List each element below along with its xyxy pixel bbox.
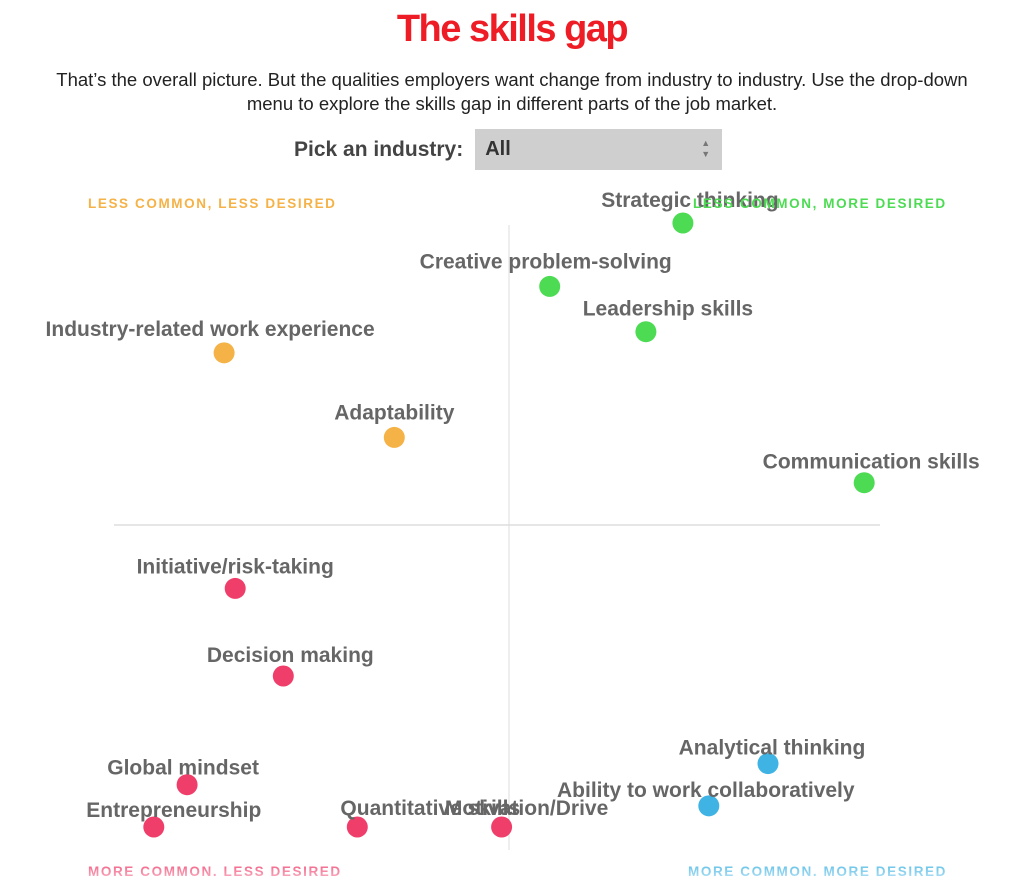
point-analytical-thinking[interactable] — [757, 753, 779, 775]
quadrant-label-top-left: LESS COMMON, LESS DESIRED — [88, 196, 337, 211]
point-label-entrepreneurship: Entrepreneurship — [86, 799, 261, 822]
select-updown-icon: ▲ ▼ — [701, 138, 711, 159]
quadrant-label-bottom-left: MORE COMMON. LESS DESIRED — [88, 864, 342, 879]
point-label-creative-problem-solving: Creative problem-solving — [420, 250, 672, 273]
point-ability-to-work-collaboratively[interactable] — [698, 795, 720, 817]
intro-line-1: That’s the overall picture. But the qual… — [56, 69, 968, 90]
point-label-adaptability: Adaptability — [334, 401, 454, 424]
point-global-mindset[interactable] — [176, 774, 198, 796]
point-label-leadership-skills: Leadership skills — [583, 298, 753, 321]
point-industry-related-work-experience[interactable] — [213, 342, 235, 364]
point-label-initiative-risk-taking: Initiative/risk-taking — [137, 555, 334, 578]
point-initiative-risk-taking[interactable] — [224, 577, 246, 599]
point-label-industry-related-work-experience: Industry-related work experience — [46, 318, 375, 341]
point-label-strategic-thinking: Strategic thinking — [601, 189, 778, 212]
point-label-global-mindset: Global mindset — [107, 757, 259, 780]
quadrant-label-top-right: LESS COMMON, MORE DESIRED — [693, 196, 947, 211]
point-decision-making[interactable] — [272, 665, 294, 687]
industry-select[interactable]: All ▲ ▼ — [475, 129, 723, 170]
point-label-quantitative-skills: Quantitative skills — [340, 797, 520, 820]
point-entrepreneurship[interactable] — [143, 816, 165, 838]
point-communication-skills[interactable] — [853, 472, 875, 494]
industry-picker-label: Pick an industry: — [294, 137, 464, 161]
point-label-motivation-drive: Motivation/Drive — [445, 797, 608, 820]
intro-line-2: menu to explore the skills gap in differ… — [246, 93, 778, 114]
point-label-decision-making: Decision making — [207, 644, 374, 667]
point-label-analytical-thinking: Analytical thinking — [679, 737, 866, 760]
point-label-communication-skills: Communication skills — [763, 451, 980, 474]
intro-text: That’s the overall picture. But the qual… — [0, 68, 1024, 116]
point-leadership-skills[interactable] — [635, 321, 657, 343]
point-creative-problem-solving[interactable] — [539, 275, 561, 297]
industry-select-value: All — [485, 138, 511, 160]
quadrant-label-bottom-right: MORE COMMON. MORE DESIRED — [688, 864, 948, 879]
industry-picker: Pick an industry: All ▲ ▼ — [294, 129, 723, 170]
point-label-ability-to-work-collaboratively: Ability to work collaboratively — [557, 779, 855, 802]
point-strategic-thinking[interactable] — [672, 212, 694, 234]
point-adaptability[interactable] — [383, 426, 405, 448]
point-quantitative-skills[interactable] — [346, 816, 368, 838]
page-title: The skills gap — [396, 8, 629, 50]
point-motivation-drive[interactable] — [491, 816, 513, 838]
